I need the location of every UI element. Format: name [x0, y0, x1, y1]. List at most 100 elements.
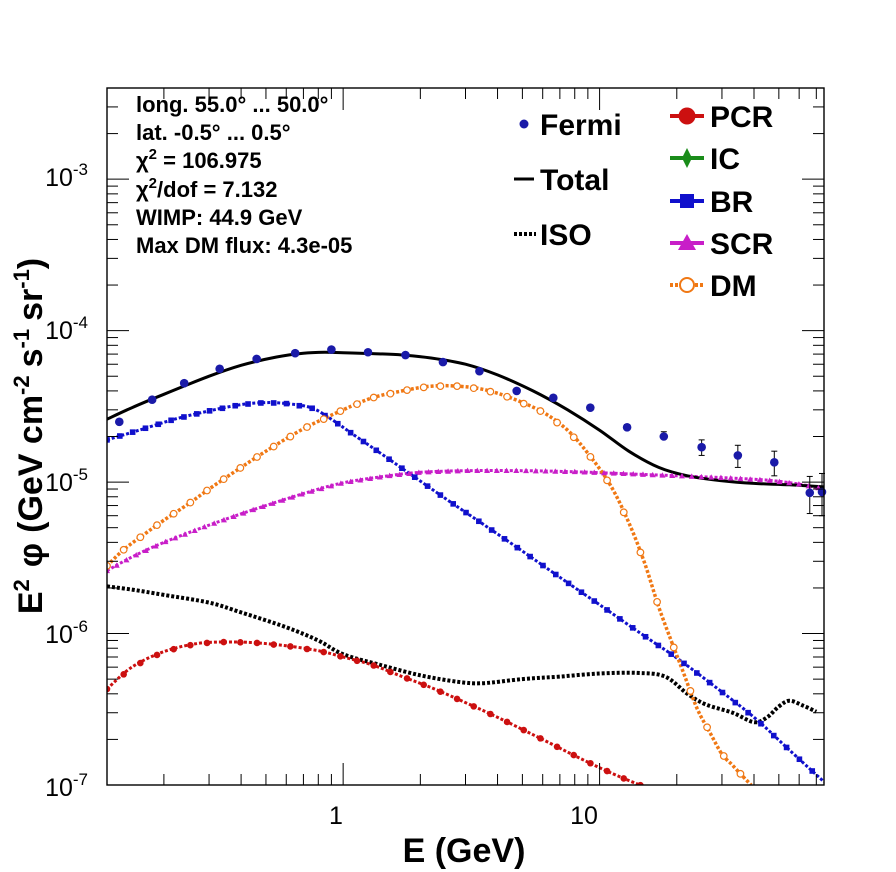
br-marker-39 [604, 607, 610, 613]
dm-marker-2 [136, 533, 145, 542]
y-tick-label-1e-5: 10-5 [45, 465, 88, 497]
legend-scr-label: SCR [710, 228, 774, 261]
legend-item-pcr: PCR [670, 101, 774, 134]
legend-dm-label: DM [710, 270, 757, 303]
scr-marker-24 [337, 480, 344, 486]
fermi-point-6 [327, 345, 336, 354]
pcr-marker-23 [487, 710, 494, 718]
scr-marker-62 [708, 474, 715, 480]
fermi-point-13 [586, 403, 595, 412]
br-marker-1 [117, 433, 123, 439]
scr-marker-34 [435, 468, 442, 475]
pcr-marker-27 [553, 743, 561, 751]
br-marker-3 [142, 425, 149, 432]
br-marker-24 [411, 474, 418, 480]
scr-marker-8 [181, 531, 188, 537]
dm-marker-3 [153, 521, 161, 530]
dm-marker-24 [503, 392, 511, 401]
scr-marker-48 [571, 468, 578, 475]
dm-marker-38 [736, 769, 745, 778]
scr-marker-66 [747, 476, 754, 482]
scr-marker-51 [600, 469, 607, 476]
scr-marker-45 [542, 468, 549, 474]
scr-marker-12 [220, 516, 227, 523]
br-marker-21 [373, 447, 380, 454]
br-marker-55 [809, 768, 816, 774]
scr-marker-64 [727, 475, 734, 481]
legend-pcr-marker [678, 107, 696, 125]
pcr-marker-17 [387, 668, 394, 676]
x-axis-title: E (GeV) [403, 832, 526, 870]
fermi-point-1 [147, 395, 157, 404]
scr-marker-31 [406, 470, 413, 476]
br-marker-29 [476, 518, 482, 525]
br-marker-22 [386, 456, 392, 463]
br-marker-34 [540, 562, 546, 569]
br-marker-9 [219, 405, 226, 412]
br-marker-8 [206, 408, 213, 414]
br-marker-35 [552, 571, 559, 578]
pcr-marker-14 [337, 653, 344, 660]
iso-curve [107, 584, 818, 725]
scr-marker-39 [484, 467, 491, 474]
fermi-point-18 [769, 458, 779, 467]
br-marker-53 [783, 744, 790, 751]
scr-marker-1 [113, 562, 120, 568]
br-marker-25 [424, 483, 431, 489]
br-marker-33 [527, 553, 533, 560]
scr-marker-3 [133, 552, 140, 558]
scr-marker-28 [376, 474, 383, 480]
scr-marker-69 [776, 478, 783, 485]
legend-dm-marker [679, 277, 695, 293]
scr-marker-49 [581, 469, 588, 475]
dm-marker-0 [107, 561, 111, 570]
dm-marker-21 [453, 382, 461, 391]
pcr-marker-6 [203, 639, 211, 647]
scr-marker-57 [659, 472, 666, 478]
scr-marker-41 [503, 467, 510, 474]
scr-marker-26 [357, 477, 364, 483]
scr-marker-2 [123, 556, 130, 563]
legend-scr-marker [678, 234, 696, 250]
legend-fermi-label: Fermi [540, 109, 622, 142]
br-marker-48 [719, 689, 726, 696]
dm-marker-16 [369, 393, 378, 402]
dm-marker-30 [603, 476, 611, 485]
br-marker-18 [335, 420, 341, 427]
scr-marker-27 [367, 475, 374, 482]
scr-marker-14 [240, 510, 247, 516]
br-marker-30 [488, 527, 495, 533]
fermi-point-16 [697, 442, 706, 452]
br-marker-0 [107, 437, 110, 443]
dm-marker-36 [703, 723, 711, 732]
br-marker-47 [706, 679, 713, 686]
y-tick-label-1e-4: 10-4 [45, 313, 88, 345]
info-wimp-mass: WIMP: 44.9 GeV [136, 205, 303, 230]
br-marker-15 [296, 402, 303, 409]
pcr-marker-25 [520, 726, 528, 734]
info-chi2-per-dof: χ2/dof = 7.132 [136, 175, 277, 202]
legend-item-br: BR [670, 186, 754, 219]
scr-marker-44 [532, 467, 539, 474]
scr-marker-43 [523, 467, 530, 474]
pcr-marker-19 [420, 681, 428, 689]
fermi-point-11 [512, 386, 521, 396]
pcr-marker-26 [537, 735, 544, 742]
info-longitude: long. 55.0° ... 50.0° [136, 92, 328, 117]
fit-info-block: long. 55.0° ... 50.0° lat. -0.5° ... 0.5… [136, 92, 352, 258]
scr-marker-11 [211, 520, 218, 526]
scr-marker-58 [669, 472, 676, 479]
scr-marker-42 [513, 467, 520, 474]
br-marker-37 [578, 589, 585, 596]
dm-marker-18 [403, 386, 411, 395]
dm-marker-25 [519, 399, 528, 408]
scr-marker-56 [649, 471, 656, 478]
pcr-marker-3 [153, 651, 161, 659]
legend-ic-label: IC [710, 143, 740, 176]
scr-marker-70 [786, 479, 793, 486]
pcr-marker-1 [120, 671, 127, 678]
dm-marker-5 [186, 498, 195, 507]
fermi-point-14 [622, 423, 632, 432]
dm-marker-4 [169, 509, 178, 518]
y-tick-label-1e-3: 10-3 [45, 160, 88, 192]
